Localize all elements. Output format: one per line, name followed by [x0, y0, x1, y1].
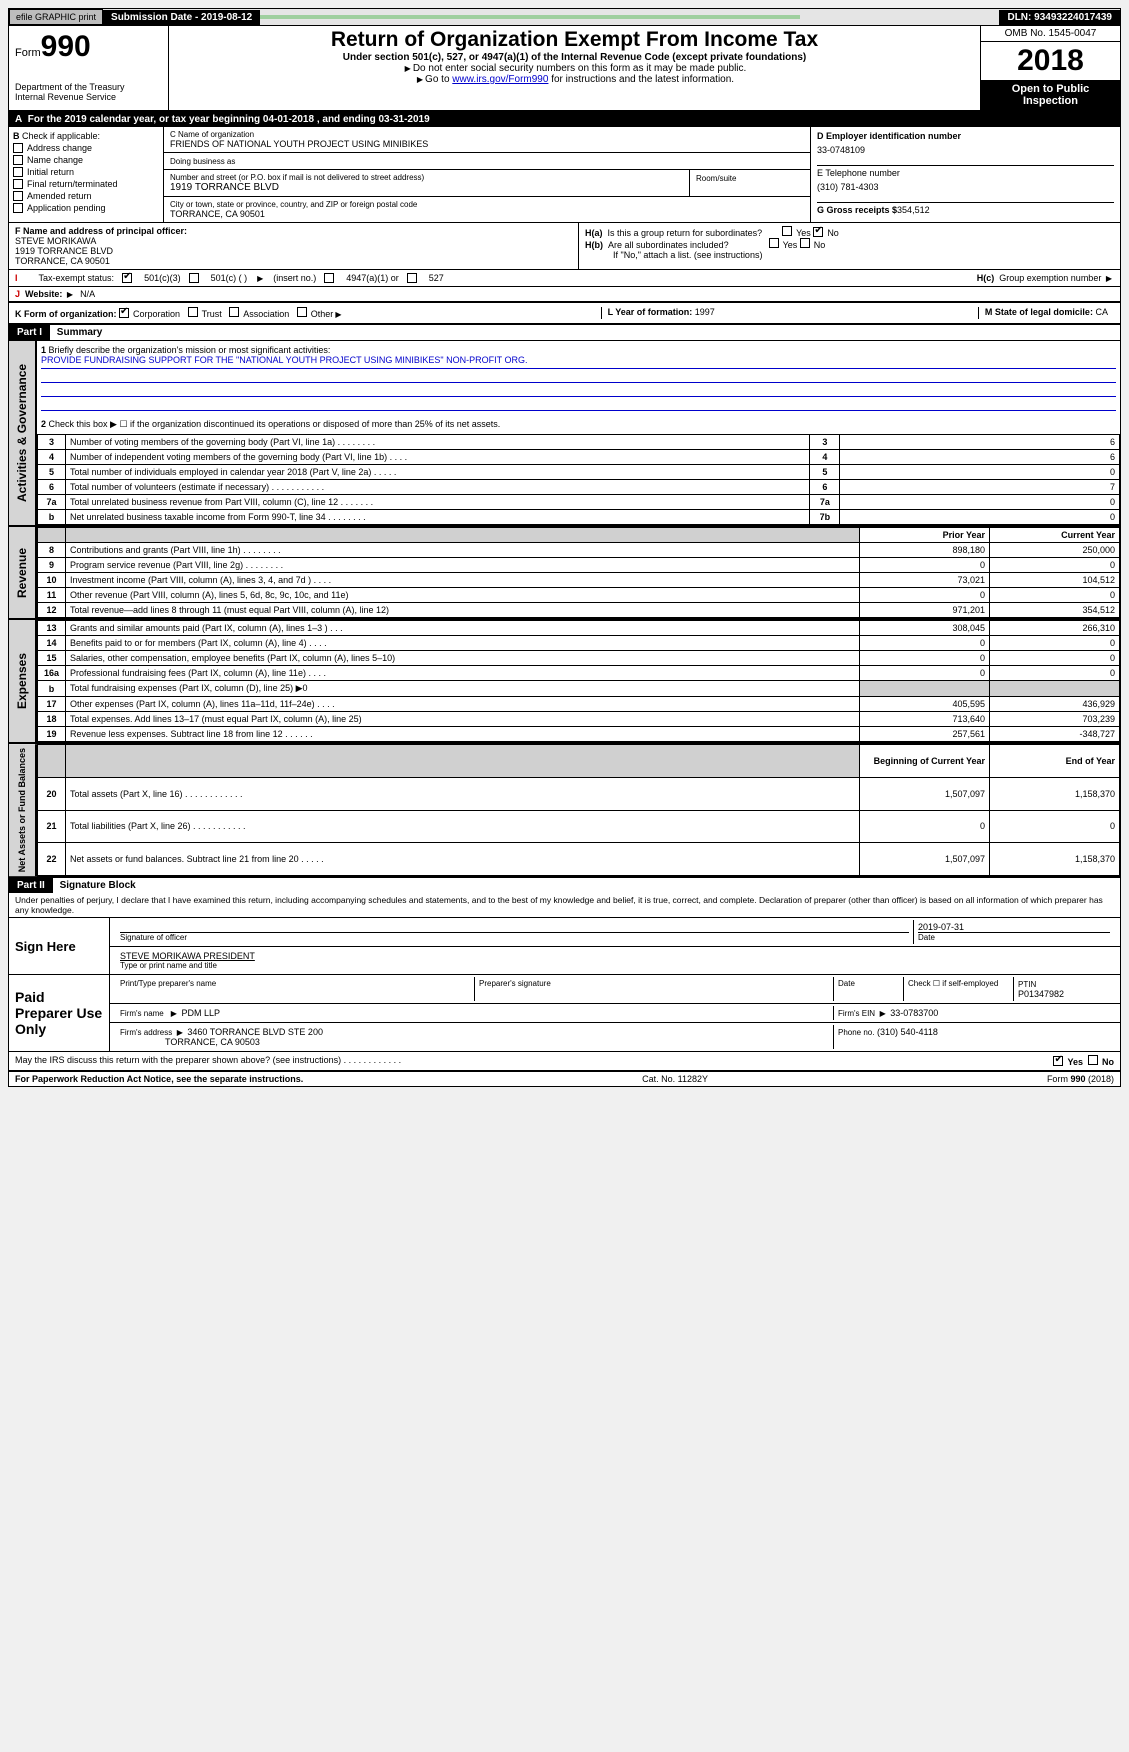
dln: DLN: 93493224017439	[999, 10, 1120, 25]
form-title: Return of Organization Exempt From Incom…	[171, 28, 978, 52]
form-year: 2018	[981, 42, 1120, 80]
tab-revenue: Revenue	[9, 527, 37, 618]
dept-label: Department of the Treasury	[15, 82, 162, 92]
ein: 33-0748109	[817, 145, 1114, 155]
net-assets-table: Beginning of Current YearEnd of Year20To…	[37, 744, 1120, 876]
irs-label: Internal Revenue Service	[15, 92, 162, 102]
form-page: efile GRAPHIC print Submission Date - 20…	[8, 8, 1121, 1087]
note-link: Go to www.irs.gov/Form990 for instructio…	[171, 74, 978, 85]
submission-bar	[260, 15, 800, 19]
gross-receipts: 354,512	[897, 205, 930, 215]
part1-label: Part I	[9, 325, 50, 340]
row-fh: F Name and address of principal officer:…	[9, 223, 1120, 270]
open-public: Open to Public Inspection	[981, 80, 1120, 110]
irs-link[interactable]: www.irs.gov/Form990	[452, 74, 548, 85]
expenses-table: 13Grants and similar amounts paid (Part …	[37, 620, 1120, 742]
row-a: A For the 2019 calendar year, or tax yea…	[9, 112, 1120, 127]
part2-label: Part II	[9, 878, 53, 893]
revenue-table: Prior YearCurrent Year8Contributions and…	[37, 527, 1120, 618]
discuss-row: May the IRS discuss this return with the…	[9, 1052, 1120, 1072]
part1-title: Summary	[53, 325, 107, 340]
paid-preparer-block: Paid Preparer Use Only Print/Type prepar…	[9, 975, 1120, 1052]
tax-exempt-row: I Tax-exempt status: 501(c)(3) 501(c) ( …	[9, 270, 1120, 287]
tab-net: Net Assets or Fund Balances	[9, 744, 37, 876]
street: 1919 TORRANCE BLVD	[170, 182, 683, 193]
col-d: D Employer identification number 33-0748…	[810, 127, 1120, 222]
form-header: Form990 Department of the Treasury Inter…	[9, 26, 1120, 112]
city: TORRANCE, CA 90501	[170, 209, 804, 219]
row-k: K Form of organization: Corporation Trus…	[9, 302, 1120, 325]
efile-badge: efile GRAPHIC print	[9, 9, 103, 25]
col-c: C Name of organization FRIENDS OF NATION…	[164, 127, 810, 222]
governance-table: 3Number of voting members of the governi…	[37, 434, 1120, 525]
mission-text: PROVIDE FUNDRAISING SUPPORT FOR THE "NAT…	[41, 355, 1116, 369]
tab-activities: Activities & Governance	[9, 341, 37, 525]
omb-number: OMB No. 1545-0047	[981, 26, 1120, 42]
perjury-text: Under penalties of perjury, I declare th…	[9, 893, 1120, 918]
submission-date: Submission Date - 2019-08-12	[103, 10, 260, 25]
note-ssn: Do not enter social security numbers on …	[171, 63, 978, 74]
sign-here-block: Sign Here Signature of officer 2019-07-3…	[9, 918, 1120, 975]
tab-expenses: Expenses	[9, 620, 37, 742]
form-number: Form990	[15, 30, 162, 64]
col-b: B Check if applicable: Address change Na…	[9, 127, 164, 222]
main-block: B Check if applicable: Address change Na…	[9, 127, 1120, 223]
website-val: N/A	[80, 289, 95, 299]
topbar: efile GRAPHIC print Submission Date - 20…	[9, 9, 1120, 26]
footer: For Paperwork Reduction Act Notice, see …	[9, 1072, 1120, 1086]
org-name: FRIENDS OF NATIONAL YOUTH PROJECT USING …	[170, 139, 804, 149]
phone: (310) 781-4303	[817, 182, 1114, 192]
form-subtitle: Under section 501(c), 527, or 4947(a)(1)…	[171, 52, 978, 63]
part2-title: Signature Block	[56, 878, 140, 893]
